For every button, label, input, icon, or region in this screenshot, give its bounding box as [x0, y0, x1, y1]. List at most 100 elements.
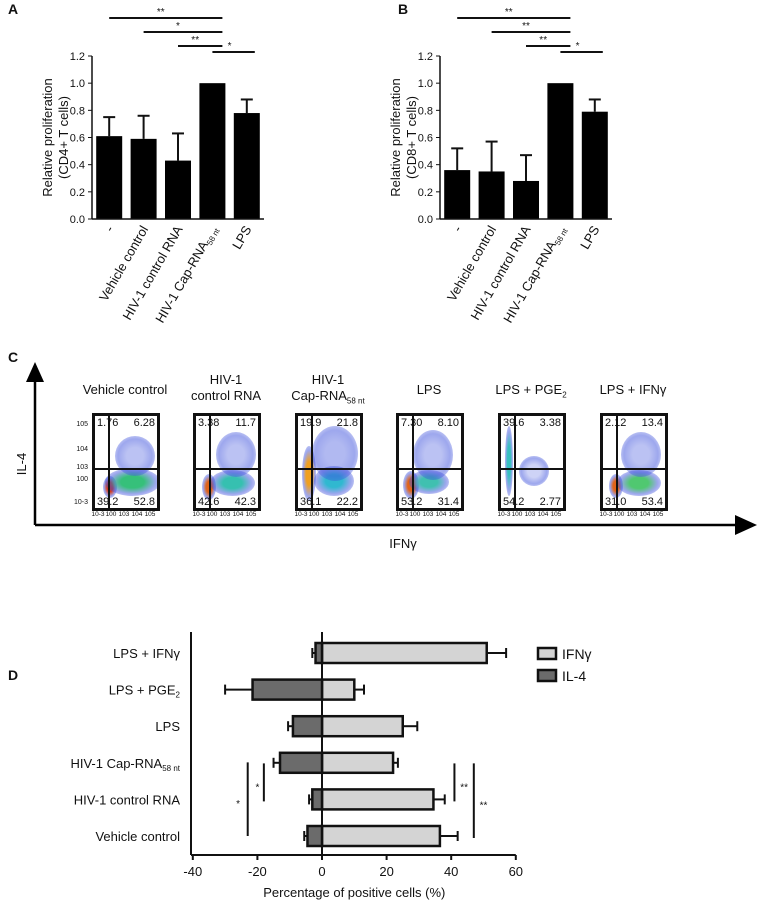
density-cloud — [621, 432, 661, 477]
panel-d-bar-il4 — [306, 824, 324, 848]
panel-label-d: D — [8, 667, 18, 683]
flow-y-tick-label: 104 — [76, 446, 88, 453]
quadrant-value-ll: 31.0 — [605, 496, 627, 508]
flow-plot: 3.38 11.7 42.6 42.3 — [193, 413, 261, 511]
quadrant-value-ur: 8.10 — [437, 417, 459, 429]
flow-x-tick-label: 104 — [436, 511, 447, 518]
flow-x-tick-label: 100 — [106, 511, 117, 518]
flow-x-tick-label: 10-3 — [395, 511, 408, 518]
density-cloud — [216, 432, 256, 477]
panel-b-ytick-label: 1.2 — [418, 51, 433, 63]
panel-d-xtick-label: 40 — [444, 864, 458, 879]
panel-d-category-label: HIV-1 Cap-RNA58 nt — [70, 756, 180, 773]
flow-x-tick-label: 10-3 — [294, 511, 307, 518]
flow-x-tick-label: 104 — [538, 511, 549, 518]
flow-x-tick-label: 104 — [640, 511, 651, 518]
panel-d-bar-il4 — [251, 678, 324, 701]
panel-d-x-label: Percentage of positive cells (%) — [263, 885, 445, 900]
arrow-up-icon — [26, 362, 44, 382]
quadrant-horizontal-line — [298, 468, 360, 470]
quadrant-value-ll: 36.1 — [300, 496, 322, 508]
quadrant-vertical-line — [108, 416, 110, 508]
panel-a-significance-label: ** — [157, 7, 165, 18]
panel-d-bar-ifng — [320, 824, 442, 848]
panel-label-a: A — [8, 1, 18, 17]
legend-swatch-il4 — [536, 668, 558, 683]
flow-x-tick-label: 103 — [322, 511, 333, 518]
flow-x-tick-label: 104 — [132, 511, 143, 518]
flow-x-tick-label: 100 — [207, 511, 218, 518]
panel-d-xtick-label: 20 — [379, 864, 393, 879]
panel-d-significance-label: * — [236, 799, 240, 810]
panel-b-ytick-label: 0.6 — [418, 133, 433, 145]
flow-plot-title: LPS + PGE2 — [476, 382, 586, 404]
flow-x-tick-label: 103 — [220, 511, 231, 518]
quadrant-vertical-line — [209, 416, 211, 508]
flow-y-tick-label: 100 — [76, 476, 88, 483]
panel-b-category-label: LPS — [577, 223, 602, 252]
panel-d-significance-label: ** — [460, 782, 468, 793]
panel-a-y-label: Relative proliferation(CD4+ T cells) — [40, 78, 71, 197]
panel-d-category-label: LPS — [155, 719, 180, 734]
panel-label-b: B — [398, 1, 408, 17]
quadrant-value-ll: 39.2 — [97, 496, 119, 508]
panel-b-ytick-label: 0.8 — [418, 105, 433, 117]
flow-x-tick-label: 103 — [119, 511, 130, 518]
panel-b-bar — [478, 171, 505, 219]
flow-x-tick-label: 100 — [512, 511, 523, 518]
panel-d-category-label: LPS + PGE2 — [109, 683, 181, 700]
panel-d-significance-label: ** — [480, 801, 488, 812]
quadrant-value-lr: 31.4 — [437, 496, 459, 508]
quadrant-value-ur: 6.28 — [133, 417, 155, 429]
density-cloud — [312, 426, 358, 481]
panel-d-xtick-label: 60 — [509, 864, 523, 879]
panel-a-ytick-label: 0.0 — [70, 214, 85, 226]
flow-x-tick-label: 100 — [309, 511, 320, 518]
panel-label-c: C — [8, 349, 18, 365]
panel-a-category-label: - — [102, 223, 117, 234]
flow-plot-title-line: LPS + PGE2 — [495, 382, 567, 400]
arrow-right-icon — [735, 515, 757, 535]
panel-a-ytick-label: 0.2 — [70, 187, 85, 199]
panel-b-category-label: - — [450, 223, 465, 234]
flow-x-axis-label: IFNγ — [389, 536, 417, 551]
quadrant-value-lr: 2.77 — [539, 496, 561, 508]
quadrant-horizontal-line — [501, 468, 563, 470]
flow-x-tick-label: 103 — [423, 511, 434, 518]
panel-d-bar-ifng — [320, 714, 404, 738]
flow-plot: 19.9 21.8 36.1 22.2 — [295, 413, 363, 511]
legend-label: IL-4 — [562, 668, 586, 684]
flow-x-tick-label: 10-3 — [599, 511, 612, 518]
flow-plot-title-line: HIV-1 — [209, 372, 243, 387]
panel-a-bar — [165, 160, 191, 219]
flow-x-tick-label: 105 — [449, 511, 460, 518]
panel-d-xtick-label: 0 — [318, 864, 325, 879]
quadrant-value-ul: 7.30 — [401, 417, 423, 429]
density-cloud — [115, 436, 155, 476]
panel-d-xtick-label: -40 — [183, 864, 202, 879]
panel-b-bar — [513, 180, 539, 219]
panel-b-significance-label: ** — [522, 21, 530, 32]
flow-plot-title-line: Vehicle control — [82, 382, 168, 397]
density-cloud — [413, 430, 453, 480]
panel-d-category-label: Vehicle control — [95, 829, 180, 844]
subscript: 58 nt — [346, 396, 365, 406]
flow-plot: 39.6 3.38 54.2 2.77 — [498, 413, 566, 511]
panel-a-bar — [199, 83, 226, 220]
panel-d-bar-ifng — [320, 678, 356, 701]
flow-x-tick-label: 104 — [335, 511, 346, 518]
flow-x-tick-label: 10-3 — [497, 511, 510, 518]
flow-x-tick-label: 103 — [525, 511, 536, 518]
panel-a-significance-label: * — [176, 21, 180, 32]
flow-x-tick-label: 105 — [145, 511, 156, 518]
panel-b-ytick-label: 1.0 — [418, 78, 433, 90]
panel-a-ytick-label: 0.8 — [70, 105, 85, 117]
quadrant-value-ll: 53.2 — [401, 496, 423, 508]
flow-x-tick-label: 105 — [348, 511, 359, 518]
panel-a-ytick-label: 1.0 — [70, 78, 85, 90]
panel-a-bar — [96, 136, 123, 219]
panel-d-bar-ifng — [320, 751, 395, 775]
flow-plot-title: LPS + IFNγ — [578, 382, 688, 398]
